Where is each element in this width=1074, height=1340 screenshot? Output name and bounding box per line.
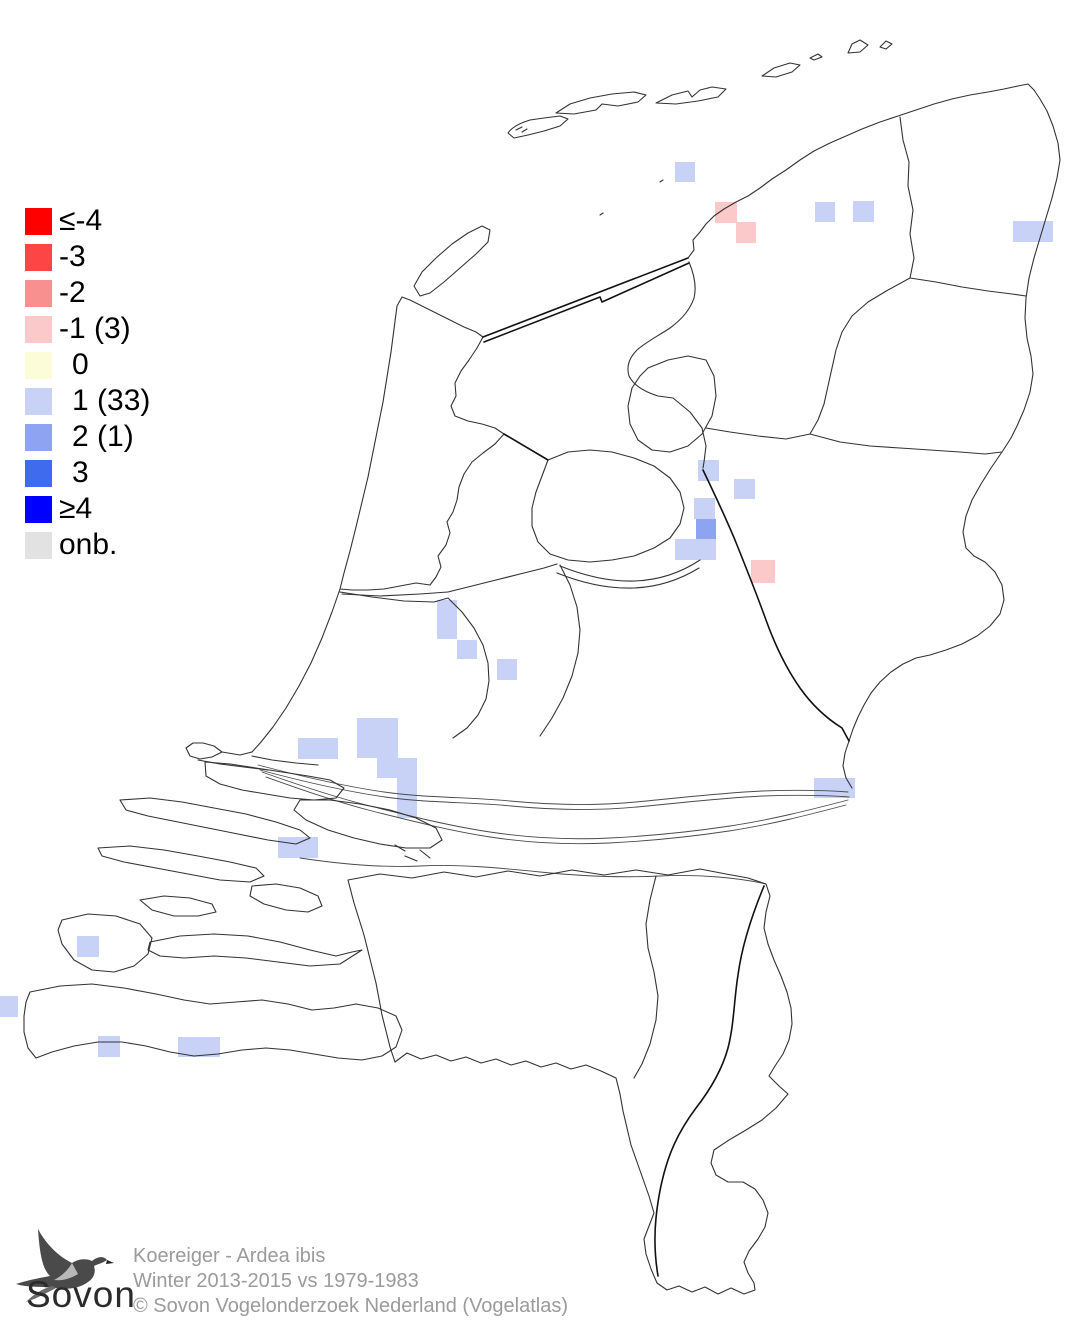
legend-label: 3 bbox=[72, 456, 89, 489]
legend-swatch bbox=[25, 315, 52, 343]
grid-cell bbox=[437, 600, 457, 639]
grid-cell bbox=[397, 778, 417, 818]
legend-label: 1 (33) bbox=[72, 384, 151, 417]
wadden-islands bbox=[413, 39, 893, 297]
north-holland bbox=[339, 296, 505, 597]
legend-item: onb. bbox=[25, 527, 150, 563]
legend-label: -1 (3) bbox=[59, 312, 131, 345]
central-borders bbox=[339, 563, 581, 739]
caption-copyright: © Sovon Vogelonderzoek Nederland (Vogela… bbox=[133, 1295, 569, 1317]
legend-swatch bbox=[25, 351, 52, 379]
grid-cell bbox=[734, 479, 755, 499]
legend-label: ≤-4 bbox=[59, 204, 103, 237]
grid-cell bbox=[77, 936, 99, 957]
brabant-limburg bbox=[347, 868, 793, 1295]
caption-species: Koereiger - Ardea ibis bbox=[133, 1245, 326, 1267]
legend-item: ≥4 bbox=[25, 491, 150, 527]
grid-cell bbox=[457, 640, 477, 659]
legend-swatch bbox=[25, 243, 52, 271]
grid-cell bbox=[497, 659, 517, 680]
legend-label: -2 bbox=[59, 276, 86, 309]
caption-period: Winter 2013-2015 vs 1979-1983 bbox=[133, 1270, 419, 1292]
south-holland bbox=[185, 588, 341, 771]
legend-label: 0 bbox=[72, 348, 89, 381]
north-east-mainland bbox=[687, 83, 1061, 789]
legend-label: 2 (1) bbox=[72, 420, 134, 453]
grid-cell bbox=[814, 778, 855, 798]
legend-item: 2 (1) bbox=[25, 419, 150, 455]
legend-swatch bbox=[25, 423, 52, 451]
zeeland-delta bbox=[23, 761, 443, 1061]
grid-cell bbox=[0, 996, 18, 1017]
legend-item: -3 bbox=[25, 239, 150, 275]
sovon-logo-bird bbox=[16, 1229, 114, 1302]
sovon-logo-text: Sovon bbox=[26, 1274, 136, 1315]
legend-swatch bbox=[25, 495, 52, 523]
houtribdijk bbox=[503, 433, 549, 461]
legend-swatch bbox=[25, 459, 52, 487]
legend-label: ≥4 bbox=[59, 492, 93, 525]
legend-swatch bbox=[25, 207, 52, 235]
grid-cell bbox=[675, 162, 695, 182]
grid-cell bbox=[377, 758, 417, 778]
grid-cell bbox=[815, 202, 835, 222]
grid-cell bbox=[696, 519, 716, 539]
grid-cell bbox=[278, 837, 318, 858]
legend-swatch bbox=[25, 279, 52, 307]
grid-cell bbox=[698, 460, 719, 481]
grid-cell bbox=[675, 539, 716, 560]
grid-cell bbox=[736, 222, 756, 243]
legend-swatch bbox=[25, 531, 52, 559]
legend-item: -2 bbox=[25, 275, 150, 311]
legend-label: onb. bbox=[59, 528, 118, 561]
legend-label: -3 bbox=[59, 240, 86, 273]
legend-item: 1 (33) bbox=[25, 383, 150, 419]
grid-cell bbox=[715, 202, 737, 223]
grid-cell bbox=[98, 1036, 120, 1057]
afsluitdijk bbox=[482, 257, 690, 343]
legend-item: 3 bbox=[25, 455, 150, 491]
legend-swatch bbox=[25, 387, 52, 415]
ijssel-river bbox=[702, 469, 850, 742]
legend-item: -1 (3) bbox=[25, 311, 150, 347]
grid-cell bbox=[853, 201, 874, 222]
grid-cell bbox=[357, 718, 398, 758]
legend: ≤-4 -3 -2 -1 (3) 0 1 (33) 2 (1) 3 ≥4 onb. bbox=[25, 203, 150, 563]
legend-item: 0 bbox=[25, 347, 150, 383]
ijsselmeer-flevoland bbox=[531, 261, 717, 589]
rivers bbox=[257, 764, 850, 885]
map-caption: Koereiger - Ardea ibis Winter 2013-2015 … bbox=[133, 1244, 568, 1319]
legend-item: ≤-4 bbox=[25, 203, 150, 239]
grid-cell bbox=[298, 738, 338, 759]
grid-cell bbox=[1013, 221, 1053, 242]
grid-cell bbox=[751, 560, 775, 583]
grid-cells-layer bbox=[0, 162, 1053, 1057]
grid-cell bbox=[694, 498, 715, 519]
grid-cell bbox=[178, 1037, 220, 1057]
